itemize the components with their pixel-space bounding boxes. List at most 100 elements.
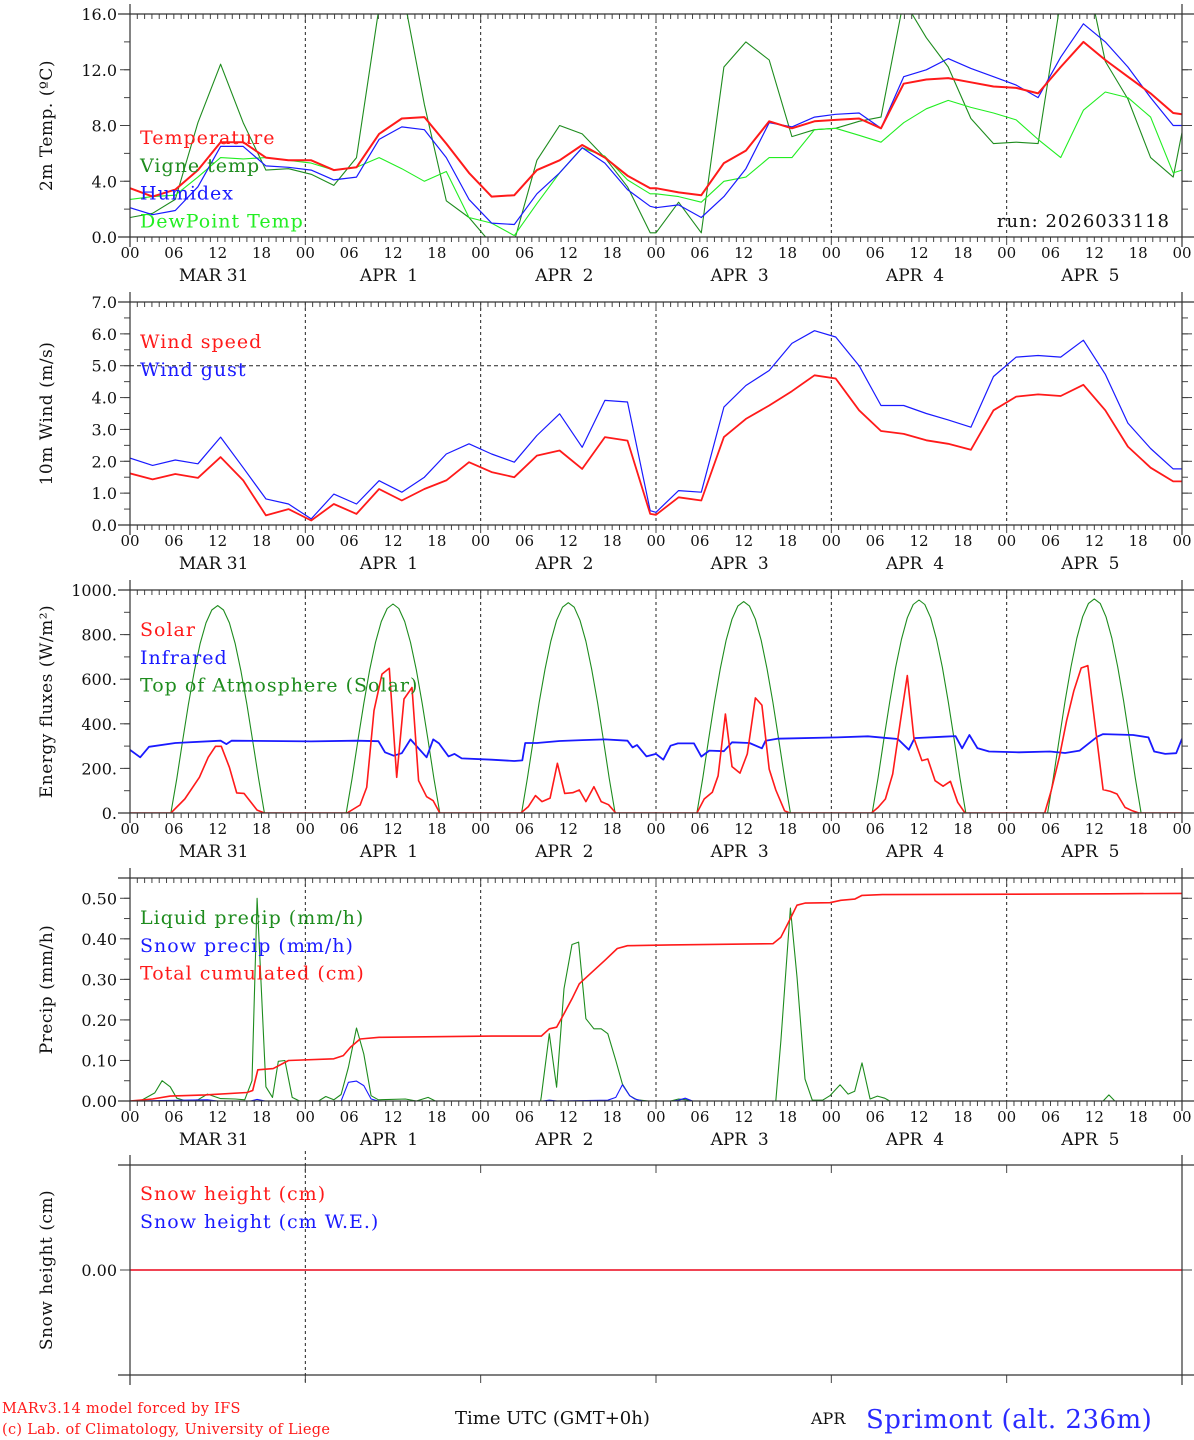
y-tick-label: 0.20 [81,1011,117,1030]
x-tick-label: 00 [1172,244,1191,262]
x-tick-label: 12 [734,820,753,838]
x-tick-label: 12 [559,1108,578,1126]
x-tick-label: 18 [1129,820,1148,838]
y-tick-label: 4.0 [92,389,117,408]
x-tick-label: 06 [690,1108,709,1126]
x-tick-label: 00 [120,1108,139,1126]
panel-temperature: 0.0 4.0 8.0 12.0 16.0 Temperature Vigne temp Hu… [37,4,1194,286]
x-tick-label: 00 [646,532,665,550]
x-tick-label: 12 [383,1108,402,1126]
x-tick-label: 00 [120,820,139,838]
location-title: Sprimont (alt. 236m) [866,1405,1152,1435]
x-tick-label: 06 [164,820,183,838]
y-axis-label: Energy fluxes (W/m²) [37,605,57,798]
x-tick-label: 18 [427,1108,446,1126]
x-tick-label: 06 [866,1108,885,1126]
x-tick-label: 12 [909,532,928,550]
x-tick-label: 00 [471,820,490,838]
x-tick-label: 00 [1172,532,1191,550]
legend-dewpoint-temp: DewPoint Temp [140,210,304,232]
time-axis-label: Time UTC (GMT+0h) [455,1408,650,1429]
footer: MARv3.14 model forced by IFS (c) Lab. of… [2,1401,1152,1438]
day-label: APR 3 [710,1130,769,1150]
x-tick-label: 06 [515,1108,534,1126]
x-tick-label: 18 [778,1108,797,1126]
lab-credit: (c) Lab. of Climatology, University of L… [2,1422,330,1438]
day-label: MAR 31 [179,554,249,574]
x-tick-label: 00 [822,820,841,838]
day-label: APR 1 [359,842,418,862]
x-tick-label: 06 [515,532,534,550]
day-label: APR 4 [885,266,944,286]
x-tick-label: 18 [427,244,446,262]
series-total-cumulated-cm [130,892,1182,1101]
x-tick-label: 18 [252,244,271,262]
day-label: MAR 31 [179,266,249,286]
x-tick-label: 06 [164,1108,183,1126]
x-tick-label: 12 [909,1108,928,1126]
legend-solar: Solar [140,619,196,641]
day-label: APR 2 [534,266,593,286]
x-tick-label: 18 [252,1108,271,1126]
y-tick-label: 0.0 [92,228,117,247]
x-tick-label: 06 [690,244,709,262]
y-tick-label: 1000. [71,581,117,600]
y-axis-label: 10m Wind (m/s) [37,342,57,486]
x-tick-label: 06 [1041,1108,1060,1126]
day-label: APR 1 [359,1130,418,1150]
x-tick-label: 00 [822,244,841,262]
x-tick-label: 00 [1172,1108,1191,1126]
x-tick-label: 18 [603,820,622,838]
y-tick-label: 7.0 [92,293,117,312]
x-tick-label: 18 [1129,1108,1148,1126]
x-tick-label: 06 [340,820,359,838]
day-label: APR 5 [1060,842,1119,862]
y-tick-label: 12.0 [81,61,117,80]
x-tick-label: 18 [603,244,622,262]
legend-liquid-precip-mm-h: Liquid precip (mm/h) [140,907,364,929]
x-tick-label: 06 [690,820,709,838]
series-solar [130,664,1182,813]
y-tick-label: 400. [81,715,117,734]
x-tick-label: 06 [690,532,709,550]
x-tick-label: 00 [1172,820,1191,838]
day-label: APR 4 [885,842,944,862]
x-tick-label: 18 [778,820,797,838]
x-tick-label: 12 [559,532,578,550]
x-tick-label: 18 [953,244,972,262]
x-tick-label: 06 [164,532,183,550]
x-tick-label: 12 [383,244,402,262]
y-tick-label: 200. [81,759,117,778]
day-label: APR 3 [710,266,769,286]
x-tick-label: 00 [997,820,1016,838]
panel-snow: 0.00 Snow height (cm) Snow height (cm W.E.… [37,1151,1194,1385]
x-tick-label: 12 [1085,1108,1104,1126]
day-label: MAR 31 [179,1130,249,1150]
x-tick-label: 18 [953,532,972,550]
x-tick-label: 18 [953,820,972,838]
x-tick-label: 00 [120,244,139,262]
day-label: MAR 31 [179,842,249,862]
x-tick-label: 12 [1085,532,1104,550]
x-tick-label: 18 [953,1108,972,1126]
x-tick-label: 06 [515,820,534,838]
series-dewpoint-temp [130,91,1182,237]
series-group [130,14,1182,237]
x-tick-label: 18 [1129,244,1148,262]
x-tick-label: 18 [427,532,446,550]
day-label: APR 2 [534,554,593,574]
y-tick-label: 0.40 [81,930,117,949]
day-label: APR 4 [885,554,944,574]
x-tick-label: 12 [383,820,402,838]
day-label: APR 5 [1060,266,1119,286]
x-tick-label: 18 [603,532,622,550]
x-tick-label: 06 [515,244,534,262]
x-tick-label: 12 [559,820,578,838]
x-tick-label: 00 [822,532,841,550]
y-tick-label: 600. [81,670,117,689]
x-tick-label: 12 [734,532,753,550]
month-label: APR [810,1409,846,1428]
x-tick-label: 06 [1041,820,1060,838]
y-tick-label: 0. [102,804,117,823]
x-tick-label: 12 [1085,244,1104,262]
